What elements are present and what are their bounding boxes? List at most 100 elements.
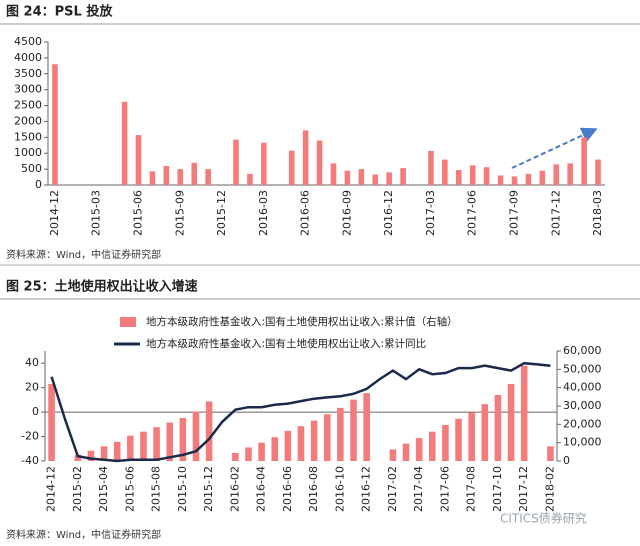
bar [520, 365, 528, 461]
bar [511, 176, 518, 185]
y-tick-label: 40 [25, 356, 39, 369]
bar [350, 399, 357, 461]
bar [481, 404, 489, 461]
bar [553, 164, 560, 185]
bar [52, 64, 58, 185]
legend-swatch [120, 317, 136, 327]
y2-tick-label: 40,000 [563, 381, 602, 394]
y-tick-label: 0 [32, 405, 39, 418]
y2-tick-label: 60,000 [563, 344, 602, 357]
x-tick-label: 2017-09 [507, 190, 520, 236]
x-tick-label: 2015-12 [215, 190, 228, 236]
x-tick-label: 2016-10 [333, 466, 346, 512]
x-tick-label: 2015-04 [97, 466, 110, 512]
bar [113, 441, 121, 461]
bar [232, 452, 239, 461]
bar [428, 150, 434, 185]
x-tick-label: 2016-06 [281, 466, 294, 512]
bar [358, 169, 365, 185]
y-tick-label: 3500 [14, 67, 42, 80]
x-tick-label: 2016-02 [228, 466, 241, 512]
y-tick-label: 4500 [14, 35, 42, 48]
y-tick-label: 4000 [14, 51, 42, 64]
bar [245, 447, 252, 461]
x-tick-label: 2016-06 [299, 190, 312, 236]
x-tick-label: 2016-03 [257, 190, 270, 236]
bar [153, 427, 160, 461]
x-tick-label: 2017-02 [386, 466, 399, 512]
x-tick-label: 2017-08 [465, 466, 478, 512]
y2-tick-label: 30,000 [563, 399, 602, 412]
bar [271, 437, 279, 461]
bar [302, 130, 309, 185]
y-tick-label: 0 [35, 178, 42, 191]
x-tick-label: 2015-10 [176, 466, 189, 512]
x-tick-label: 2017-10 [491, 466, 504, 512]
y2-tick-label: 50,000 [563, 362, 602, 375]
bar [177, 169, 184, 185]
trend-arrow [511, 127, 598, 169]
source: 资料来源：Wind，中信证券研究部 [6, 248, 161, 261]
x-tick-label: 2015-06 [123, 466, 136, 512]
bar [494, 395, 502, 461]
x-tick-label: 2014-12 [48, 190, 61, 236]
bar [48, 384, 55, 461]
bar [456, 170, 462, 185]
bar [192, 411, 200, 461]
x-tick-label: 2018-02 [543, 466, 556, 512]
bar [127, 435, 134, 461]
bar [402, 443, 410, 461]
bar [149, 171, 156, 185]
x-tick-label: 2016-12 [382, 190, 395, 236]
bar [288, 150, 295, 185]
bar [316, 140, 323, 185]
y-tick-label: -20 [21, 430, 39, 443]
bar [121, 101, 128, 185]
x-tick-label: 2015-12 [202, 466, 215, 512]
x-tick-label: 2016-09 [340, 190, 353, 236]
x-tick-label: 2015-03 [90, 190, 103, 236]
bar [468, 412, 475, 461]
bar [363, 393, 370, 461]
x-tick-label: 2017-12 [517, 466, 530, 512]
bar [258, 442, 265, 461]
x-tick-label: 2015-02 [71, 466, 84, 512]
chart-title: 图 24：PSL 投放 [6, 4, 113, 20]
x-tick-label: 2017-03 [424, 190, 437, 236]
y-tick-label: 500 [21, 162, 42, 175]
y2-tick-label: 20,000 [563, 417, 602, 430]
legend-label: 地方本级政府性基金收入:国有土地使用权出让收入:累计同比 [146, 337, 426, 350]
bar [323, 414, 331, 461]
y-tick-label: 2000 [14, 114, 42, 127]
bar [469, 165, 476, 185]
bar [233, 139, 239, 185]
bar [74, 455, 82, 461]
x-tick-label: 2017-04 [412, 466, 425, 512]
bar [330, 163, 337, 185]
bar [400, 168, 406, 185]
bar [261, 142, 267, 185]
y-tick-label: 1000 [14, 146, 42, 159]
x-tick-label: 2017-06 [438, 466, 451, 512]
y-tick-label: 20 [25, 381, 39, 394]
bar [497, 175, 504, 185]
bar [310, 420, 318, 461]
x-tick-label: 2015-09 [173, 190, 186, 236]
chart-title: 图 25：土地使用权出让收入增速 [6, 279, 198, 295]
bar [205, 169, 211, 185]
bar [372, 174, 379, 185]
x-tick-label: 2016-04 [255, 466, 268, 512]
bar [429, 431, 436, 461]
bar [179, 417, 187, 461]
bar [191, 162, 197, 185]
y-tick-label: 2500 [14, 99, 42, 112]
bar [284, 430, 292, 461]
bar [455, 418, 462, 461]
legend-label: 地方本级政府性基金收入:国有土地使用权出让收入:累计值（右轴） [146, 315, 458, 328]
bar [525, 173, 532, 185]
bar [337, 407, 344, 461]
source: 资料来源：Wind，中信证券研究部 [6, 528, 161, 541]
bar [389, 449, 397, 461]
bar [205, 401, 213, 461]
